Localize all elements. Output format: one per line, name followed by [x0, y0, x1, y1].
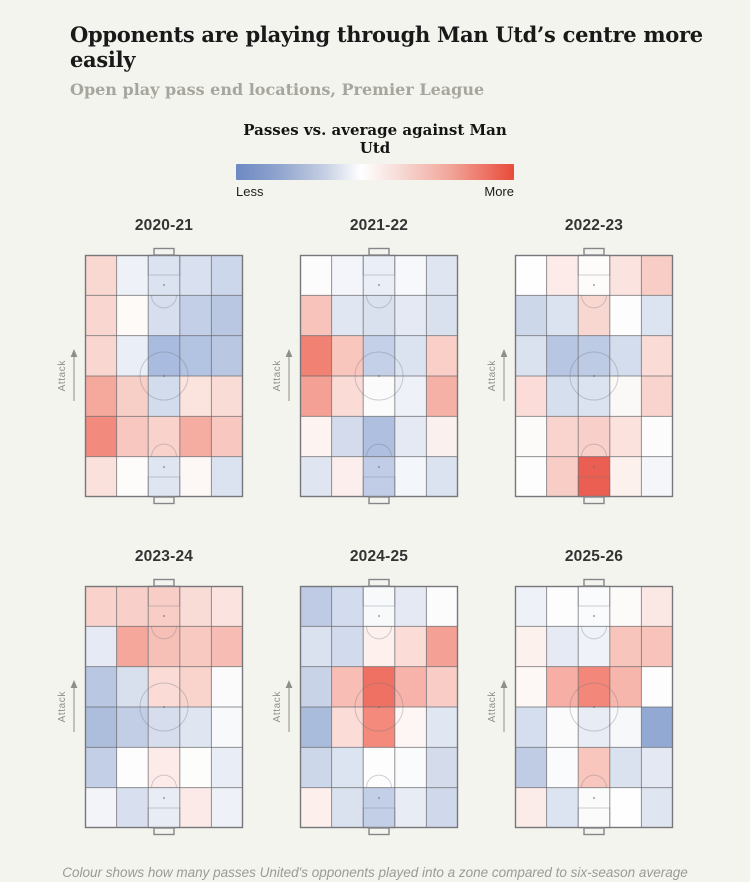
attack-arrow-icon: [500, 680, 508, 732]
pitch-heatmap-2023-24: [84, 578, 244, 836]
season-panel-2021-22: 2021-22 Attack: [272, 217, 459, 505]
attack-axis-label: Attack: [57, 360, 68, 392]
season-label: 2023-24: [134, 548, 194, 565]
pitch-heatmap-2022-23: [514, 247, 674, 505]
attack-axis: Attack: [487, 680, 509, 734]
pitch-area: Attack: [272, 578, 459, 836]
pitch-heatmap-2024-25: [299, 578, 459, 836]
season-panel-2023-24: 2023-24 Attack: [57, 548, 244, 836]
season-panel-2025-26: 2025-26 Attack: [487, 548, 674, 836]
attack-axis: Attack: [57, 349, 79, 403]
season-label: 2025-26: [564, 548, 624, 565]
season-label: 2020-21: [134, 217, 194, 234]
attack-axis: Attack: [487, 349, 509, 403]
pitch-area: Attack: [57, 247, 244, 505]
pitch-area: Attack: [57, 578, 244, 836]
season-label: 2024-25: [349, 548, 409, 565]
pitch-heatmap-2025-26: [514, 578, 674, 836]
attack-axis-label: Attack: [487, 360, 498, 392]
attack-axis-label: Attack: [487, 691, 498, 723]
attack-axis-label: Attack: [272, 691, 283, 723]
seasons-row-bottom: 2023-24 Attack 2024-25 Attack 2025-26: [0, 548, 750, 836]
season-label: 2022-23: [564, 217, 624, 234]
attack-arrow-icon: [500, 349, 508, 401]
header: Opponents are playing through Man Utd’s …: [0, 0, 750, 99]
season-panel-2022-23: 2022-23 Attack: [487, 217, 674, 505]
season-label: 2021-22: [349, 217, 409, 234]
legend-less-label: Less: [236, 184, 264, 199]
legend-more-label: More: [484, 184, 514, 199]
attack-arrow-icon: [285, 349, 293, 401]
diverging-gradient-bar: [236, 164, 514, 180]
chart-title: Opponents are playing through Man Utd’s …: [70, 22, 703, 72]
attack-arrow-icon: [285, 680, 293, 732]
color-legend: Passes vs. average against Man Utd Less …: [236, 121, 514, 199]
pitch-area: Attack: [272, 247, 459, 505]
pitch-area: Attack: [487, 578, 674, 836]
attack-axis: Attack: [272, 349, 294, 403]
seasons-row-top: 2020-21 Attack 2021-22 Attack 2022-23: [0, 217, 750, 505]
attack-axis-label: Attack: [57, 691, 68, 723]
legend-labels: Less More: [236, 184, 514, 199]
attack-axis: Attack: [272, 680, 294, 734]
attack-axis-label: Attack: [272, 360, 283, 392]
chart-subtitle: Open play pass end locations, Premier Le…: [70, 80, 485, 99]
pitch-heatmap-2021-22: [299, 247, 459, 505]
legend-title: Passes vs. average against Man Utd: [243, 121, 507, 157]
attack-axis: Attack: [57, 680, 79, 734]
pitch-heatmap-2020-21: [84, 247, 244, 505]
footnote: Colour shows how many passes United's op…: [62, 865, 688, 880]
season-panel-2020-21: 2020-21 Attack: [57, 217, 244, 505]
season-panel-2024-25: 2024-25 Attack: [272, 548, 459, 836]
attack-arrow-icon: [70, 349, 78, 401]
attack-arrow-icon: [70, 680, 78, 732]
pitch-area: Attack: [487, 247, 674, 505]
